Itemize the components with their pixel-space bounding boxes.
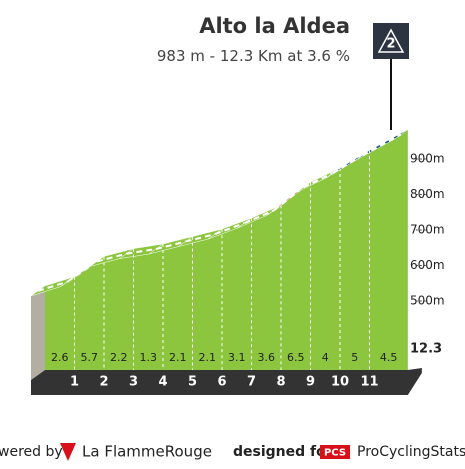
subtitle-part: 3.6 xyxy=(307,47,331,65)
segment-face xyxy=(74,256,104,370)
gradient-label: 4.5 xyxy=(380,351,398,364)
segment-face xyxy=(310,168,340,370)
segment-face xyxy=(340,150,370,370)
pcs-logo xyxy=(320,445,350,459)
segment-face xyxy=(133,244,163,370)
gradient-label: 1.3 xyxy=(140,351,158,364)
km-label: 6 xyxy=(217,375,226,390)
footer-powered: wered by xyxy=(0,444,63,460)
gradient-label: 5 xyxy=(351,351,358,364)
gradient-label: 3.6 xyxy=(258,351,276,364)
gradient-label: 5.7 xyxy=(81,351,99,364)
y-tick-label: 700m xyxy=(410,223,445,237)
y-tick-label: 600m xyxy=(410,258,445,272)
segment-face xyxy=(104,248,134,370)
segment-face xyxy=(251,205,281,370)
km-label: 4 xyxy=(158,375,167,390)
gradient-label: 4 xyxy=(322,351,329,364)
km-label: 11 xyxy=(360,375,378,390)
footer-designed: designed for xyxy=(233,444,333,460)
segment-stripe xyxy=(185,233,216,243)
segment-face xyxy=(45,276,75,370)
segment-stripe xyxy=(96,252,127,263)
side-face xyxy=(31,285,45,380)
km-label: 2 xyxy=(99,375,108,390)
km-label: 1 xyxy=(70,375,79,390)
y-tick-label: 800m xyxy=(410,187,445,201)
subtitle-part: % xyxy=(331,47,350,65)
km-label: 5 xyxy=(188,375,197,390)
gradient-label: 2.6 xyxy=(51,351,69,364)
segment-face xyxy=(163,236,193,370)
segment-stripe xyxy=(66,260,98,283)
chart-title: Alto la Aldea xyxy=(199,14,350,38)
segment-stripe xyxy=(37,280,68,292)
km-label: 9 xyxy=(306,375,315,390)
subtitle-part: Km at xyxy=(253,47,307,65)
km-label: 8 xyxy=(276,375,285,390)
subtitle-part: m - xyxy=(186,47,220,65)
footer-brand: La FlammeRouge xyxy=(82,443,212,461)
segment-stripe xyxy=(332,154,364,174)
segment-face xyxy=(369,129,408,370)
segment-stripe xyxy=(244,209,275,225)
subtitle-part: 983 xyxy=(157,47,186,65)
badge-icon xyxy=(377,28,405,53)
km-label: 10 xyxy=(331,375,349,390)
badge-label: 2 xyxy=(386,37,395,52)
brand-logo xyxy=(60,443,76,461)
gradient-label: 2.1 xyxy=(169,351,187,364)
subtitle-part: 12.3 xyxy=(220,47,253,65)
y-tick-label: 500m xyxy=(410,294,445,308)
km-label: 3 xyxy=(129,375,138,390)
gradient-label: 2.1 xyxy=(199,351,217,364)
segment-face xyxy=(192,229,222,370)
gradient-label: 2.2 xyxy=(110,351,128,364)
gradient-label: 3.1 xyxy=(228,351,246,364)
pcs-logo-text: PCS xyxy=(324,448,346,459)
km-label: 7 xyxy=(247,375,256,390)
y-tick-label: 900m xyxy=(410,152,445,166)
gradient-label: 6.5 xyxy=(287,351,305,364)
segment-face xyxy=(281,182,311,370)
km-label: 12.3 xyxy=(410,342,442,357)
footer: wered by La FlammeRouge designed for PCS… xyxy=(0,443,465,461)
segment-stripe xyxy=(126,248,157,255)
base-band xyxy=(31,368,422,395)
segment-stripe xyxy=(303,172,334,189)
segment-stripe xyxy=(214,222,245,236)
footer-pcs-name: ProCyclingStats xyxy=(357,444,465,460)
segment-stripe xyxy=(362,133,402,157)
segment-face xyxy=(222,218,252,370)
plot: 500m 600m 700m 800m 900m 2.6 5.7 2.2 1.3 2.1 2.1 3.… xyxy=(30,129,445,395)
segment-stripe xyxy=(155,240,186,250)
chart-subtitle: 983 m - 12.3 Km at 3.6 % xyxy=(157,47,350,65)
